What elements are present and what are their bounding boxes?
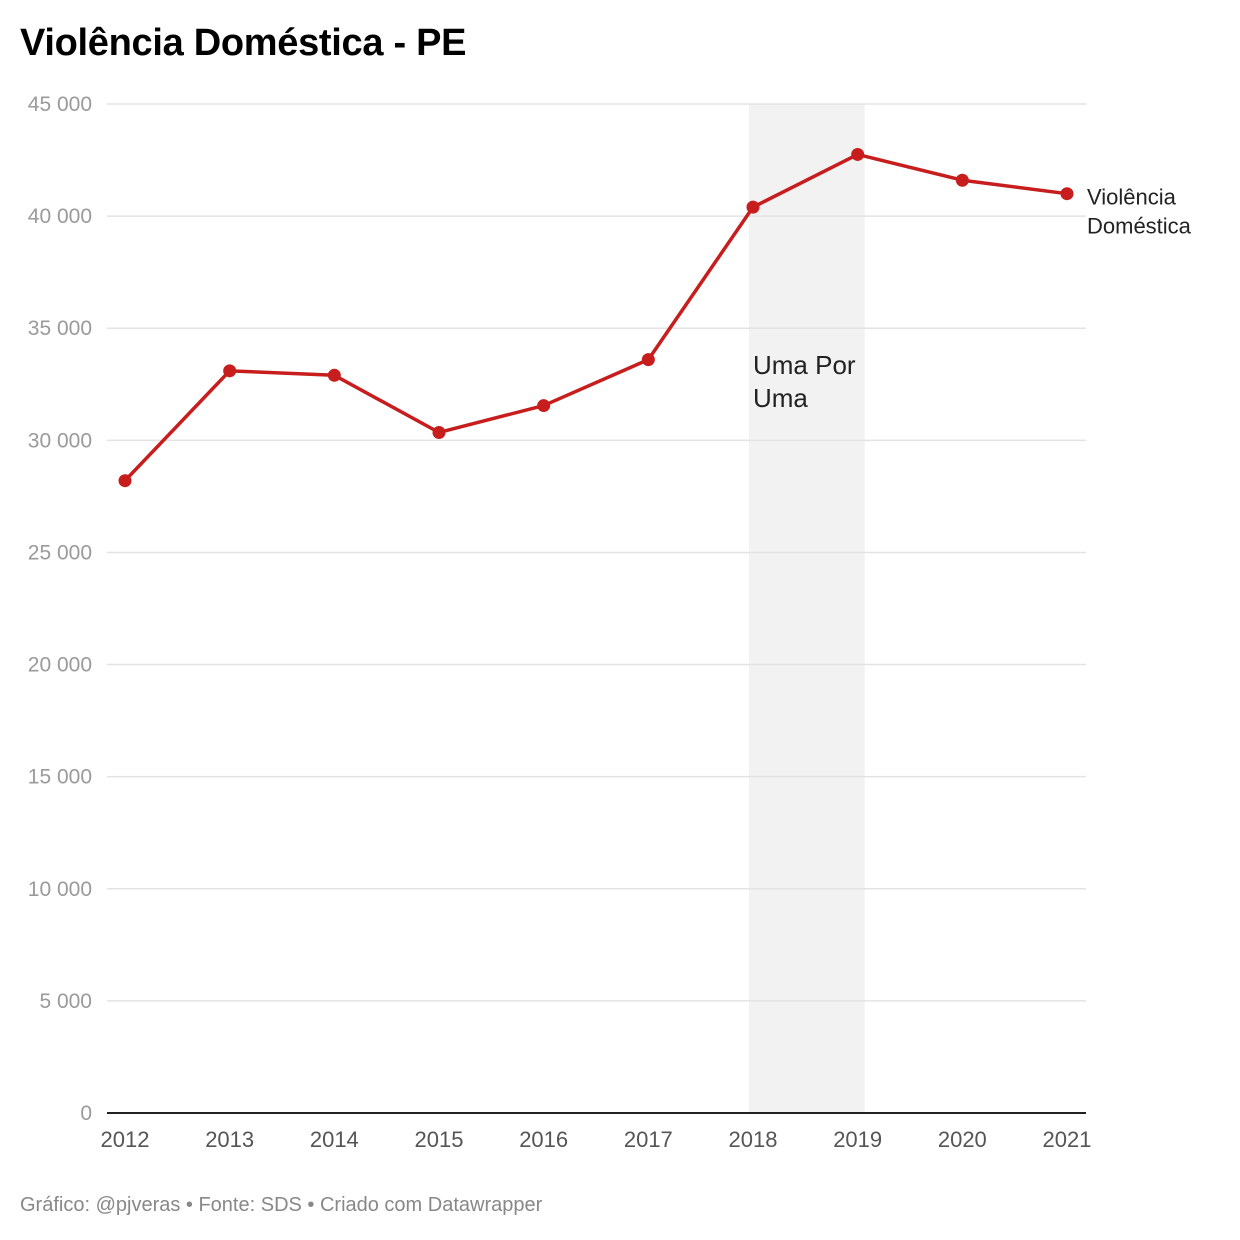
y-tick-label: 45 000	[28, 93, 92, 116]
data-point	[1060, 187, 1074, 201]
y-tick-label: 30 000	[28, 429, 92, 452]
data-point	[432, 425, 446, 439]
data-point	[327, 368, 341, 382]
x-tick-label: 2015	[415, 1127, 464, 1152]
highlight-band-label-line: Uma	[753, 383, 808, 413]
x-tick-label: 2014	[310, 1127, 359, 1152]
y-tick-label: 40 000	[28, 205, 92, 228]
series-label-line: Violência	[1087, 185, 1177, 210]
axes: 0 5 000 10 000 15 000 20 000 25 000 30 000 35 0…	[28, 93, 1092, 1152]
chart-footer: Gráfico: @pjveras • Fonte: SDS • Criado …	[20, 1194, 543, 1216]
series-layer	[118, 147, 1074, 488]
data-point	[537, 399, 551, 413]
data-point	[641, 353, 655, 367]
highlight-band	[749, 104, 865, 1113]
x-tick-label: 2016	[519, 1127, 568, 1152]
y-tick-label: 5 000	[39, 990, 92, 1013]
series-label-line: Doméstica	[1087, 214, 1192, 239]
data-point	[746, 200, 760, 214]
x-tick-label: 2013	[205, 1127, 254, 1152]
x-tick-label: 2021	[1043, 1127, 1092, 1152]
chart-title: Violência Doméstica - PE	[20, 22, 467, 64]
data-point	[118, 474, 132, 488]
y-tick-label: 35 000	[28, 317, 92, 340]
data-point	[223, 364, 237, 378]
data-point	[851, 147, 865, 161]
y-tick-label: 20 000	[28, 654, 92, 677]
x-tick-label: 2020	[938, 1127, 987, 1152]
x-tick-label: 2012	[101, 1127, 150, 1152]
data-point	[955, 173, 969, 187]
y-tick-label: 0	[80, 1102, 92, 1125]
x-tick-label: 2019	[833, 1127, 882, 1152]
y-tick-label: 15 000	[28, 766, 92, 789]
highlight-band-layer	[749, 104, 865, 1113]
series-line	[123, 152, 1069, 483]
gridlines	[107, 103, 1086, 1002]
x-tick-label: 2018	[729, 1127, 778, 1152]
y-tick-label: 10 000	[28, 878, 92, 901]
x-tick-label: 2017	[624, 1127, 673, 1152]
y-tick-label: 25 000	[28, 541, 92, 564]
highlight-band-label-line: Uma Por	[753, 350, 856, 380]
